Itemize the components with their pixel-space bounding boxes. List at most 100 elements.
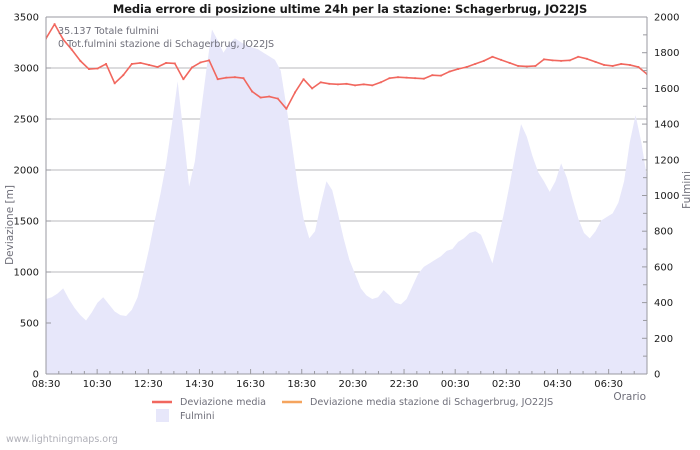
right-axis-tick-label: 600	[654, 262, 673, 273]
left-axis-tick-label: 3000	[14, 64, 39, 75]
data-point	[397, 76, 399, 79]
x-axis-tick-label: 08:30	[32, 379, 61, 390]
data-point	[637, 66, 640, 68]
data-point	[414, 77, 417, 80]
data-point	[53, 23, 56, 26]
right-axis-tick-label: 1800	[654, 48, 679, 59]
data-point	[422, 77, 425, 80]
x-axis-tick-label: 00:30	[441, 379, 470, 390]
right-axis-tick-label: 2000	[654, 13, 679, 24]
data-point	[508, 62, 511, 64]
right-axis-tick-label: 1400	[654, 120, 679, 131]
data-point	[79, 59, 82, 62]
data-point	[225, 76, 228, 79]
data-point	[302, 78, 305, 81]
right-axis-title: Fulmini	[681, 171, 693, 209]
data-point	[105, 63, 107, 65]
data-point	[586, 57, 588, 60]
data-point	[311, 87, 314, 90]
data-point	[148, 64, 150, 66]
data-point	[242, 77, 245, 80]
data-point	[337, 83, 339, 86]
legend-item[interactable]: Fulmini	[156, 409, 215, 422]
legend-swatch-area	[156, 409, 169, 422]
fulmini-area	[46, 29, 647, 374]
data-point	[405, 76, 408, 79]
data-point	[70, 48, 73, 51]
left-axis: 0 500 1000 1500 2000 2500 3000 3500	[14, 13, 51, 381]
data-point	[96, 67, 99, 70]
left-axis-tick-label: 2000	[14, 166, 39, 177]
x-axis-tick-label: 02:30	[492, 379, 521, 390]
data-point	[431, 74, 434, 77]
right-axis-tick-label: 1000	[654, 191, 679, 202]
x-axis-tick-label: 10:30	[83, 379, 112, 390]
data-point	[251, 90, 253, 93]
legend: Deviazione media Deviazione media stazion…	[152, 397, 553, 422]
fulmini-area-series	[46, 29, 647, 374]
data-point	[577, 55, 580, 58]
data-point	[199, 61, 202, 64]
data-point	[379, 81, 382, 84]
data-point	[448, 70, 451, 73]
right-axis-tick-label: 1200	[654, 155, 679, 166]
data-point	[259, 96, 262, 99]
data-point	[328, 82, 331, 85]
data-point	[319, 81, 322, 84]
footer-watermark: www.lightningmaps.org	[6, 434, 118, 445]
data-point	[474, 63, 477, 65]
data-point	[191, 66, 193, 69]
annotation-total-strokes: 35.137 Totale fulmini	[58, 26, 159, 37]
left-axis-tick-label: 500	[20, 319, 39, 330]
left-axis-tick-label: 2500	[14, 115, 39, 126]
data-point	[482, 59, 485, 62]
data-point	[525, 65, 528, 68]
data-point	[500, 58, 502, 61]
data-point	[371, 84, 374, 87]
right-axis: 0 200 400 600 800 1000 1200 1400 1600 1800 2000	[642, 13, 679, 381]
data-point	[440, 74, 442, 77]
legend-item[interactable]: Deviazione media stazione di Schagerbrug…	[282, 397, 553, 408]
data-point	[491, 55, 494, 58]
data-point	[165, 62, 168, 64]
data-point	[603, 64, 605, 66]
data-point	[594, 60, 597, 63]
data-point	[276, 97, 279, 100]
x-axis-tick-label: 20:30	[338, 379, 367, 390]
data-point	[560, 59, 563, 62]
legend-item-label: Deviazione media	[180, 397, 266, 408]
left-axis-tick-label: 3500	[14, 13, 39, 24]
right-axis-tick-label: 400	[654, 298, 673, 309]
data-point	[113, 82, 116, 85]
data-point	[388, 77, 391, 80]
data-point	[620, 63, 623, 65]
x-axis-tick-label: 06:30	[594, 379, 623, 390]
annotation-station-strokes: 0 Tot.fulmini stazione di Schagerbrug, J…	[58, 39, 274, 50]
data-point	[130, 63, 133, 65]
data-point	[139, 62, 142, 64]
left-axis-title: Deviazione [m]	[4, 185, 16, 265]
data-point	[122, 74, 125, 77]
data-point	[182, 78, 185, 81]
data-point	[465, 66, 468, 68]
data-point	[457, 68, 460, 70]
legend-item-label: Deviazione media stazione di Schagerbrug…	[310, 397, 553, 408]
right-axis-tick-label: 200	[654, 334, 673, 345]
data-point	[88, 68, 90, 70]
data-point	[354, 84, 356, 87]
data-point	[216, 78, 219, 81]
legend-item-label: Fulmini	[180, 411, 215, 422]
data-point	[233, 76, 236, 79]
data-point	[268, 95, 271, 98]
x-axis-tick-label: 22:30	[390, 379, 419, 390]
x-axis-tick-label: 14:30	[185, 379, 214, 390]
data-point	[534, 65, 537, 67]
left-axis-tick-label: 1500	[14, 217, 39, 228]
legend-item[interactable]: Deviazione media	[152, 397, 266, 408]
deviazione-media-line-series	[46, 23, 647, 110]
data-point	[173, 62, 176, 65]
x-axis-title: Orario	[613, 391, 646, 403]
data-point	[156, 66, 159, 68]
